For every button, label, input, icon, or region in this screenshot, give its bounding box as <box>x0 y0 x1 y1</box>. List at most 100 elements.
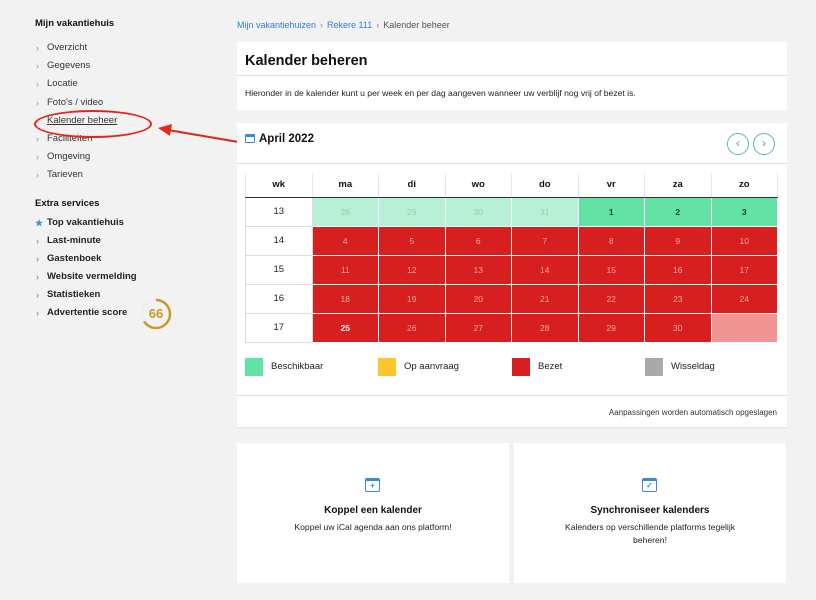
calendar-day-cell[interactable]: 19 <box>378 283 446 314</box>
calendar-day-cell[interactable]: 12 <box>378 254 446 285</box>
calendar-day-cell[interactable]: 21 <box>511 283 579 314</box>
calendar-day-cell[interactable]: 29 <box>378 196 446 227</box>
calendar-day-cell[interactable]: 22 <box>577 283 645 314</box>
score-value: 66 <box>148 306 164 322</box>
calendar-day-cell[interactable]: 13 <box>444 254 512 285</box>
calendar-check-icon: ✓ <box>642 478 657 492</box>
calendar-week-row: 15 11 12 13 14 15 16 17 <box>245 254 778 285</box>
calendar-day-cell[interactable]: 30 <box>644 312 712 343</box>
col-header-wk: wk <box>245 173 313 198</box>
col-header-wo: wo <box>445 173 512 198</box>
breadcrumb-current: Kalender beheer <box>383 20 450 30</box>
chevron-right-icon: › <box>36 133 39 144</box>
sidebar-item-label: Omgeving <box>47 151 91 163</box>
highlight-ellipse <box>34 110 152 138</box>
calendar-day-cell[interactable]: 25 <box>311 312 379 343</box>
calendar-day-cell[interactable]: 28 <box>511 312 579 343</box>
legend-item-bezet: Bezet <box>512 358 562 376</box>
sidebar-item-gastenboek[interactable]: › Gastenboek <box>35 250 185 268</box>
sidebar-item-label: Locatie <box>47 78 78 90</box>
week-number: 15 <box>245 254 313 285</box>
sidebar-item-last-minute[interactable]: › Last-minute <box>35 232 185 250</box>
breadcrumb: Mijn vakantiehuizen › Rekere 111 › Kalender … <box>237 20 450 30</box>
sidebar-item-omgeving[interactable]: › Omgeving <box>35 148 185 166</box>
sidebar-item-label: Overzicht <box>47 42 88 53</box>
chevron-right-icon: › <box>36 170 39 181</box>
autosave-note: Aanpassingen worden automatisch opgeslag… <box>237 395 787 428</box>
calendar-day-cell[interactable]: 20 <box>444 283 512 314</box>
calendar-day-cell[interactable]: 28 <box>311 196 379 227</box>
calendar-day-cell[interactable]: 2 <box>644 196 712 227</box>
chevron-right-icon: › <box>36 235 39 246</box>
calendar-icon <box>245 134 255 143</box>
calendar-day-cell[interactable]: 17 <box>710 254 778 285</box>
card-synchroniseer-kalenders[interactable]: ✓ Synchroniseer kalenders Kalenders op v… <box>514 443 786 583</box>
calendar-day-cell[interactable] <box>710 312 778 343</box>
sidebar-item-overzicht[interactable]: › Overzicht <box>35 39 185 57</box>
calendar-grid: wk ma di wo do vr za zo 13 28 29 30 31 1 2 3 14 4… <box>245 173 778 343</box>
calendar-day-cell[interactable]: 6 <box>444 225 512 256</box>
card-koppel-kalender[interactable]: + Koppel een kalender Koppel uw iCal age… <box>237 443 509 583</box>
sidebar-heading: Mijn vakantiehuis <box>35 18 115 29</box>
sidebar-item-tarieven[interactable]: › Tarieven <box>35 166 185 184</box>
sidebar-item-label: Last-minute <box>47 234 101 246</box>
breadcrumb-link-rekere[interactable]: Rekere 111 <box>327 20 373 30</box>
sidebar-item-label: Statistieken <box>47 289 101 301</box>
week-number: 13 <box>245 196 313 227</box>
week-number: 14 <box>245 225 313 256</box>
calendar-week-row: 13 28 29 30 31 1 2 3 <box>245 196 778 227</box>
extra-services-heading: Extra services <box>35 197 100 209</box>
calendar-day-cell[interactable]: 18 <box>311 283 379 314</box>
chevron-right-icon: › <box>36 308 39 319</box>
sidebar-item-advertentie-score[interactable]: › Advertentie score 66 <box>35 299 185 330</box>
calendar-day-cell[interactable]: 31 <box>511 196 579 227</box>
prev-month-button[interactable]: ‹ <box>727 133 749 155</box>
legend-item-wisseldag: Wisseldag <box>645 358 715 376</box>
calendar-day-cell[interactable]: 14 <box>511 254 579 285</box>
calendar-day-cell[interactable]: 9 <box>644 225 712 256</box>
chevron-right-icon: › <box>36 290 39 301</box>
col-header-vr: vr <box>578 173 645 198</box>
calendar-week-row: 17 25 26 27 28 29 30 <box>245 312 778 343</box>
calendar-legend: Beschikbaar Op aanvraag Bezet Wisseldag <box>245 358 778 378</box>
sidebar-item-gegevens[interactable]: › Gegevens <box>35 57 185 75</box>
legend-swatch <box>245 358 263 376</box>
calendar-day-cell[interactable]: 30 <box>444 196 512 227</box>
calendar-day-cell[interactable]: 26 <box>378 312 446 343</box>
score-progress-arc <box>140 299 172 330</box>
calendar-day-cell[interactable]: 1 <box>577 196 645 227</box>
sidebar-item-top-vakantiehuis[interactable]: ★ Top vakantiehuis <box>35 214 185 232</box>
sidebar-item-faciliteiten[interactable]: › Faciliteiten <box>35 130 185 148</box>
calendar-day-cell[interactable]: 11 <box>311 254 379 285</box>
calendar-day-cell[interactable]: 16 <box>644 254 712 285</box>
calendar-day-cell[interactable]: 27 <box>444 312 512 343</box>
calendar-day-cell[interactable]: 24 <box>710 283 778 314</box>
calendar-day-cell[interactable]: 7 <box>511 225 579 256</box>
page-description: Hieronder in de kalender kunt u per week… <box>245 88 636 98</box>
calendar-day-cell[interactable]: 29 <box>577 312 645 343</box>
calendar-day-cell[interactable]: 4 <box>311 225 379 256</box>
calendar-day-cell[interactable]: 10 <box>710 225 778 256</box>
week-number: 17 <box>245 312 313 343</box>
breadcrumb-link-vakantiehuizen[interactable]: Mijn vakantiehuizen <box>237 20 317 30</box>
sidebar-item-label: Website vermelding <box>47 271 137 283</box>
card-text: Koppel uw iCal agenda aan ons platform! <box>294 522 452 532</box>
col-header-ma: ma <box>312 173 379 198</box>
sidebar-item-fotos-video[interactable]: › Foto's / video <box>35 94 185 112</box>
calendar-month-title: April 2022 <box>259 133 314 145</box>
sidebar-item-locatie[interactable]: › Locatie <box>35 75 185 93</box>
calendar-day-cell[interactable]: 8 <box>577 225 645 256</box>
week-number: 16 <box>245 283 313 314</box>
calendar-day-cell[interactable]: 3 <box>710 196 778 227</box>
next-month-button[interactable]: › <box>753 133 775 155</box>
page-title: Kalender beheren <box>237 42 787 76</box>
title-panel: Kalender beheren Hieronder in de kalende… <box>237 42 787 110</box>
calendar-day-cell[interactable]: 5 <box>378 225 446 256</box>
sidebar-item-label: Top vakantiehuis <box>47 216 124 228</box>
sidebar-item-website-vermelding[interactable]: › Website vermelding <box>35 268 185 286</box>
sidebar-item-statistieken[interactable]: › Statistieken <box>35 286 185 304</box>
calendar-day-cell[interactable]: 23 <box>644 283 712 314</box>
legend-swatch <box>645 358 663 376</box>
sidebar-item-label: Tarieven <box>47 169 83 181</box>
calendar-day-cell[interactable]: 15 <box>577 254 645 285</box>
